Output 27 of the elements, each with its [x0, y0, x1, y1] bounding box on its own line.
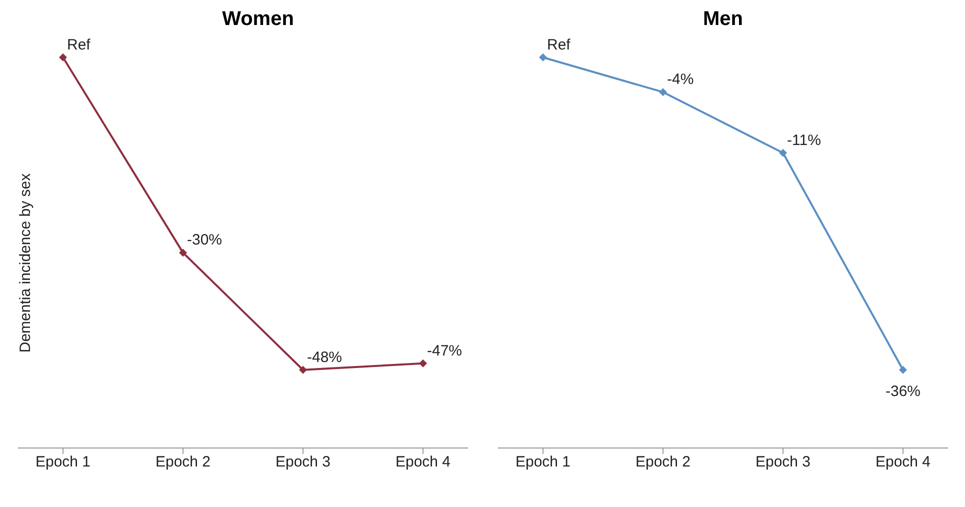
y-axis-title: Dementia incidence by sex — [17, 172, 34, 353]
x-tick-label: Epoch 2 — [155, 454, 211, 471]
point — [179, 248, 187, 257]
point — [779, 148, 787, 157]
point — [419, 359, 427, 368]
point — [539, 53, 547, 62]
data-label: -30% — [187, 232, 222, 249]
x-tick-label: Epoch 1 — [515, 454, 571, 471]
point — [659, 88, 667, 96]
x-tick-label: Epoch 3 — [275, 454, 331, 471]
x-tick-label: Epoch 1 — [35, 454, 91, 471]
point — [899, 366, 907, 374]
point — [59, 53, 67, 62]
data-label: -4% — [667, 71, 694, 88]
point — [299, 366, 307, 374]
chart-title: Women — [221, 8, 295, 32]
data-label: -48% — [307, 348, 342, 366]
x-tick-label: Epoch 2 — [635, 454, 691, 471]
data-label: -47% — [427, 342, 462, 360]
data-label: -36% — [885, 382, 921, 400]
x-tick-label: Epoch 4 — [875, 454, 931, 471]
chart-title: Men — [702, 8, 744, 32]
x-tick-label: Epoch 4 — [395, 454, 451, 471]
x-tick-label: Epoch 3 — [755, 454, 811, 471]
data-label: Ref — [547, 36, 572, 54]
data-label: Ref — [67, 36, 92, 54]
data-label: -11% — [787, 132, 821, 149]
